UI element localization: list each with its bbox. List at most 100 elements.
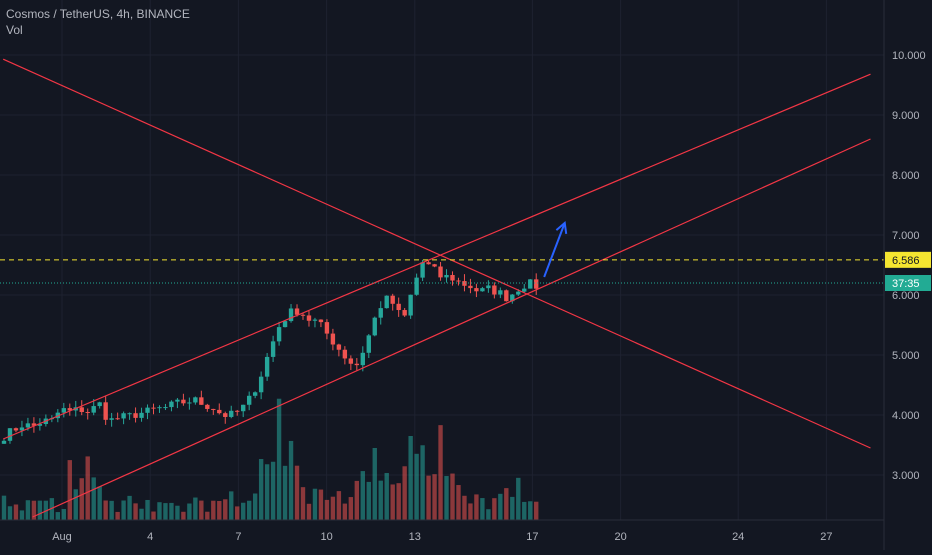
price-tick-label: 4.000 <box>892 410 920 422</box>
volume-bar <box>1 495 7 520</box>
projection-arrow[interactable] <box>543 222 566 278</box>
trendline-channel-lower[interactable] <box>32 138 871 518</box>
candle-body <box>342 349 348 359</box>
candle-body <box>438 266 443 278</box>
candle-body <box>217 409 222 414</box>
volume-bar <box>360 471 365 520</box>
candle-body <box>372 317 377 336</box>
volume-bar <box>61 508 66 520</box>
candle-body <box>175 399 180 402</box>
volume-bar <box>498 493 503 520</box>
candle-body <box>522 288 527 292</box>
candle-body <box>13 428 19 431</box>
candle-body <box>444 275 449 278</box>
candle-body <box>426 262 431 265</box>
candle-body <box>510 294 515 302</box>
volume-bar <box>534 501 539 520</box>
volume-bar <box>450 473 455 520</box>
candle-body <box>258 376 264 393</box>
price-tick-label: 8.000 <box>892 170 920 182</box>
candle-body <box>252 392 258 396</box>
candle-body <box>193 397 198 403</box>
volume-bar <box>408 435 413 520</box>
volume-bar <box>67 460 72 520</box>
volume-bar <box>37 500 43 520</box>
volume-bar <box>217 501 222 520</box>
volume-bar <box>246 500 252 520</box>
volume-bar <box>97 486 102 520</box>
volume-bar <box>258 459 264 520</box>
volume-bar <box>504 488 509 520</box>
candle-body <box>432 264 437 267</box>
candle-body <box>246 395 252 405</box>
volume-bar <box>49 498 55 520</box>
candle-body <box>384 295 389 309</box>
volume-bar <box>7 506 13 520</box>
time-tick-label: 17 <box>526 531 538 543</box>
volume-bar <box>25 500 31 520</box>
time-tick-label: 7 <box>235 531 241 543</box>
volume-bar <box>522 501 527 520</box>
volume-bar <box>223 499 228 520</box>
candle-body <box>187 402 192 404</box>
candle-body <box>480 288 485 292</box>
candle-body <box>205 404 210 409</box>
price-tick-label: 9.000 <box>892 110 920 122</box>
candle-body <box>492 285 497 295</box>
chart-legend: Cosmos / TetherUS, 4h, BINANCE Vol <box>6 6 190 38</box>
candle-body <box>396 303 401 311</box>
candle-body <box>115 418 120 420</box>
candle-body <box>121 413 126 419</box>
candle-body <box>157 407 162 409</box>
candle-body <box>79 407 84 413</box>
candle-body <box>312 319 318 321</box>
volume-bar <box>181 511 186 520</box>
candle-body <box>139 412 144 418</box>
volume-bar <box>91 477 96 520</box>
candle-body <box>276 327 282 342</box>
candle-body <box>67 408 72 411</box>
volume-bar <box>486 509 491 520</box>
candle-body <box>282 321 288 328</box>
volume-indicator-label[interactable]: Vol <box>6 23 23 37</box>
volume-bar <box>432 474 437 520</box>
candle-body <box>360 352 365 366</box>
volume-bar <box>288 440 294 520</box>
volume-bar <box>516 477 521 520</box>
candle-body <box>264 356 270 377</box>
candle-body <box>348 358 354 364</box>
volume-bar <box>402 466 407 520</box>
candle-body <box>270 341 276 357</box>
trendline-channel-upper[interactable] <box>2 73 871 440</box>
candle-body <box>61 408 66 413</box>
volume-bar <box>241 502 246 520</box>
volume-bar <box>264 464 270 520</box>
volume-bar <box>462 495 467 520</box>
volume-bar <box>103 500 108 520</box>
volume-bar <box>354 480 360 520</box>
candle-body <box>402 310 407 316</box>
volume-bar <box>420 445 425 520</box>
candle-body <box>109 418 114 420</box>
volume-bar <box>468 503 473 520</box>
volume-bar <box>312 488 318 520</box>
candle-body <box>19 427 25 431</box>
candle-body <box>85 412 90 414</box>
candle-body <box>414 277 419 295</box>
candle-body <box>37 423 43 426</box>
resistance-price-badge[interactable] <box>885 251 931 268</box>
volume-bar <box>426 475 431 520</box>
volume-bar <box>157 502 162 520</box>
volume-bar <box>187 503 192 520</box>
volume-bar <box>43 500 49 520</box>
candle-body <box>1 440 7 444</box>
countdown-label: 37:35 <box>892 278 920 290</box>
volume-bar <box>282 465 288 520</box>
time-tick-label: 20 <box>614 531 626 543</box>
symbol-title[interactable]: Cosmos / TetherUS, 4h, BINANCE <box>6 7 190 21</box>
trendline-descending[interactable] <box>2 58 871 449</box>
candle-body <box>366 335 371 353</box>
volume-bar <box>378 480 383 520</box>
